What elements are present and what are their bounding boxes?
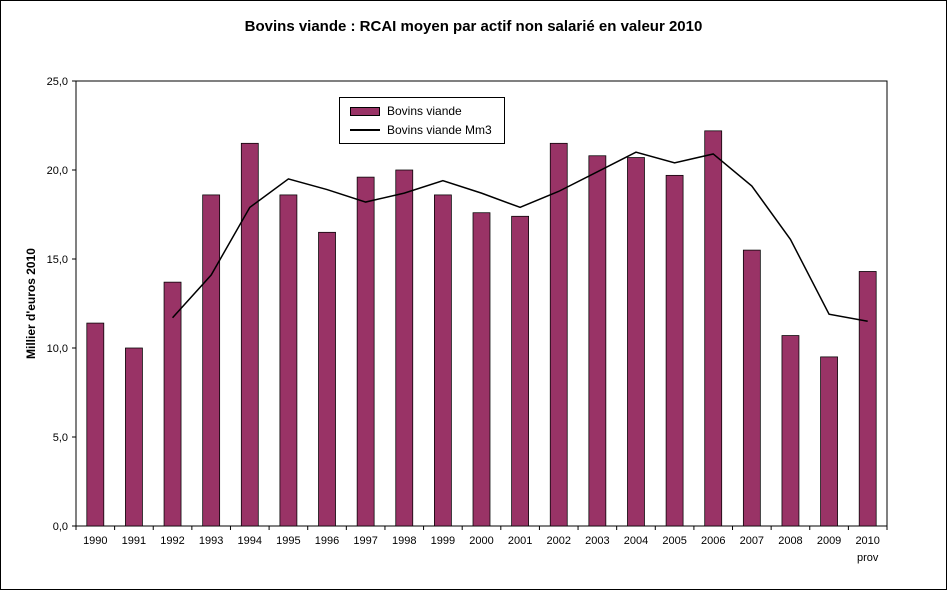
bar-2001 xyxy=(511,215,529,527)
x-tick-label: 2009 xyxy=(817,535,841,547)
x-tick-label: 2000 xyxy=(469,535,493,547)
line-series xyxy=(171,151,868,323)
x-tick-label: 2001 xyxy=(508,535,532,547)
bar-2002 xyxy=(549,142,568,527)
x-tick-label: 1999 xyxy=(431,535,455,547)
bar-1998 xyxy=(395,169,414,527)
x-tick-label: 2006 xyxy=(701,535,725,547)
x-tick-label: 2008 xyxy=(778,535,802,547)
line-series-swatch xyxy=(350,129,380,131)
bar-series-swatch xyxy=(350,106,380,116)
bar-1991 xyxy=(125,347,143,527)
x-tick-label: 1992 xyxy=(160,535,184,547)
bar-2006 xyxy=(704,130,723,527)
x-tick-label: 1997 xyxy=(353,535,377,547)
legend-label-line: Bovins viande Mm3 xyxy=(387,123,492,137)
bar-2009 xyxy=(820,356,838,527)
legend-label-bars: Bovins viande xyxy=(387,104,462,118)
bar-2004 xyxy=(627,157,645,527)
x-tick-label: 1996 xyxy=(315,535,339,547)
bar-2005 xyxy=(665,174,684,527)
bar-1994 xyxy=(240,142,259,527)
bar-1997 xyxy=(356,176,375,527)
x-tick-label: 2010 xyxy=(855,535,879,547)
x-tick-label: 1993 xyxy=(199,535,223,547)
y-tick-label: 5,0 xyxy=(53,432,68,444)
bar-2007 xyxy=(742,249,761,527)
x-tick-label: 1991 xyxy=(122,535,146,547)
bar-1996 xyxy=(318,231,336,527)
y-tick-label: 25,0 xyxy=(47,76,68,88)
y-tick-label: 10,0 xyxy=(47,343,68,355)
x-tick-label: 2007 xyxy=(740,535,764,547)
bar-2010 xyxy=(858,271,877,527)
x-tick-label: 1998 xyxy=(392,535,416,547)
bar-1990 xyxy=(86,322,105,527)
x-tick-label: 1995 xyxy=(276,535,300,547)
x-tick-label: 2003 xyxy=(585,535,609,547)
x-tick-label: 2002 xyxy=(546,535,570,547)
legend-item-line: Bovins viande Mm3 xyxy=(350,123,492,137)
bar-1992 xyxy=(163,281,182,527)
legend: Bovins viande Bovins viande Mm3 xyxy=(339,97,505,144)
x-tick-label: 2004 xyxy=(624,535,648,547)
bar-1995 xyxy=(279,194,298,527)
x-tick-label: 1990 xyxy=(83,535,107,547)
x-tick-label: 2005 xyxy=(662,535,686,547)
y-tick-label: 0,0 xyxy=(53,521,68,533)
bar-1993 xyxy=(202,194,221,527)
y-tick-label: 15,0 xyxy=(47,254,68,266)
bar-2000 xyxy=(472,212,491,527)
bar-2003 xyxy=(588,155,607,527)
y-tick-label: 20,0 xyxy=(47,165,68,177)
x-axis-note: prov xyxy=(857,552,879,564)
bar-1999 xyxy=(434,194,452,527)
legend-item-bars: Bovins viande xyxy=(350,104,492,118)
bar-2008 xyxy=(781,335,800,527)
chart-title: Bovins viande : RCAI moyen par actif non… xyxy=(244,18,703,35)
x-tick-label: 1994 xyxy=(238,535,262,547)
